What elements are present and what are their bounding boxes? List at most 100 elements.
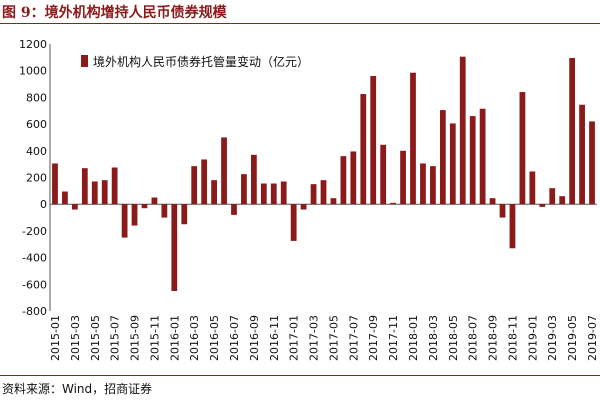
- x-tick-label: 2015-11: [148, 315, 161, 361]
- y-tick-label: 1200: [19, 38, 47, 51]
- bar-2015-12: [161, 204, 168, 218]
- bar-2016-07: [231, 204, 237, 215]
- y-tick-label: 0: [40, 198, 47, 211]
- x-tick-label: 2017-03: [308, 315, 321, 361]
- bar-2015-04: [81, 168, 88, 205]
- x-tick-label: 2016-11: [268, 315, 281, 361]
- bar-2016-08: [241, 174, 247, 205]
- bar-2017-01: [290, 204, 297, 241]
- bar-2016-01: [171, 204, 178, 291]
- y-tick-label: -600: [22, 278, 47, 291]
- bar-2018-07: [469, 116, 476, 205]
- y-tick-label: -400: [22, 252, 47, 265]
- bar-2016-12: [280, 181, 287, 205]
- bar-2016-04: [201, 159, 208, 205]
- x-tick-label: 2017-05: [327, 315, 340, 361]
- bar-2018-12: [519, 92, 526, 205]
- bar-2016-10: [260, 183, 267, 205]
- x-tick-label: 2017-09: [367, 315, 380, 361]
- bar-2017-04: [320, 180, 327, 205]
- bar-2019-03: [549, 188, 556, 205]
- bar-2015-07: [111, 167, 118, 205]
- bar-2018-01: [410, 72, 416, 205]
- x-tick-label: 2017-07: [347, 315, 360, 361]
- bar-2016-06: [221, 137, 227, 205]
- x-tick-label: 2018-07: [467, 315, 480, 361]
- bar-2017-03: [310, 184, 317, 205]
- bar-2018-05: [449, 123, 456, 205]
- axes-layer: 120010008006004002000-200-400-600-800201…: [19, 38, 599, 361]
- bar-2015-03: [71, 204, 78, 210]
- bar-2017-10: [380, 144, 387, 205]
- bar-2015-05: [91, 181, 98, 205]
- bar-2015-06: [101, 180, 108, 205]
- x-tick-label: 2017-01: [288, 315, 301, 361]
- x-tick-label: 2015-07: [109, 315, 122, 361]
- x-tick-label: 2015-09: [129, 315, 142, 361]
- bar-2019-01: [529, 171, 536, 205]
- bar-2018-10: [499, 204, 506, 218]
- y-tick-label: 800: [26, 91, 47, 104]
- legend: 境外机构人民币债券托管量变动（亿元）: [81, 54, 309, 69]
- x-tick-label: 2019-05: [566, 315, 579, 361]
- bar-2017-09: [370, 76, 377, 205]
- x-tick-label: 2019-03: [546, 315, 559, 361]
- bar-2019-04: [559, 196, 566, 205]
- x-tick-label: 2018-05: [447, 315, 460, 361]
- x-tick-label: 2018-09: [487, 315, 500, 361]
- bar-2018-11: [509, 204, 516, 249]
- bar-2017-08: [360, 94, 367, 205]
- bar-2018-03: [430, 166, 436, 205]
- figure-title: 图 9：境外机构增持人民币债券规模: [2, 5, 227, 21]
- source-note: 资料来源：Wind，招商证券: [2, 382, 153, 396]
- x-tick-label: 2016-07: [228, 315, 241, 361]
- bar-2015-09: [131, 204, 138, 226]
- bar-chart: 120010008006004002000-200-400-600-800201…: [19, 38, 599, 361]
- legend-label: 境外机构人民币债券托管量变动（亿元）: [93, 54, 309, 69]
- y-tick-label: -800: [22, 305, 47, 318]
- bar-2017-11: [390, 202, 396, 205]
- bar-2016-05: [211, 180, 217, 205]
- y-tick-label: 600: [26, 118, 47, 131]
- bar-2017-06: [340, 156, 347, 205]
- bar-2015-01: [52, 163, 58, 205]
- x-tick-label: 2015-01: [49, 315, 62, 361]
- bar-2018-04: [439, 110, 446, 205]
- bar-2017-12: [400, 150, 406, 205]
- bar-2019-06: [579, 104, 585, 205]
- bar-2017-07: [350, 151, 357, 205]
- bar-2019-02: [539, 204, 546, 207]
- x-tick-label: 2016-03: [188, 315, 201, 361]
- bar-2016-02: [181, 204, 188, 225]
- bar-2018-09: [489, 198, 496, 205]
- bar-2017-02: [300, 204, 307, 210]
- bar-2018-02: [420, 163, 426, 205]
- x-tick-label: 2019-07: [586, 315, 599, 361]
- bars-layer: [52, 56, 595, 291]
- x-tick-label: 2018-11: [506, 315, 519, 361]
- bar-2015-08: [121, 204, 128, 238]
- x-tick-label: 2016-01: [168, 315, 181, 361]
- bar-2016-03: [191, 166, 198, 205]
- y-tick-label: -200: [22, 225, 47, 238]
- x-tick-label: 2018-01: [407, 315, 420, 361]
- x-tick-label: 2015-03: [69, 315, 82, 361]
- bar-2016-09: [251, 154, 257, 205]
- bar-2015-02: [62, 191, 68, 205]
- bar-2018-06: [459, 56, 466, 205]
- bar-2015-11: [151, 197, 158, 205]
- bar-2015-10: [141, 204, 148, 209]
- y-tick-label: 200: [26, 172, 47, 185]
- bar-2018-08: [479, 108, 486, 205]
- x-tick-label: 2015-05: [89, 315, 102, 361]
- y-tick-label: 1000: [19, 65, 47, 78]
- x-tick-label: 2018-03: [427, 315, 440, 361]
- footer-divider: [0, 375, 600, 376]
- y-tick-label: 400: [26, 145, 47, 158]
- title-divider: [0, 23, 600, 24]
- legend-swatch: [81, 55, 88, 67]
- bar-2019-07: [589, 121, 595, 205]
- bar-2017-05: [330, 198, 337, 205]
- x-tick-label: 2019-01: [526, 315, 539, 361]
- x-tick-label: 2016-05: [208, 315, 221, 361]
